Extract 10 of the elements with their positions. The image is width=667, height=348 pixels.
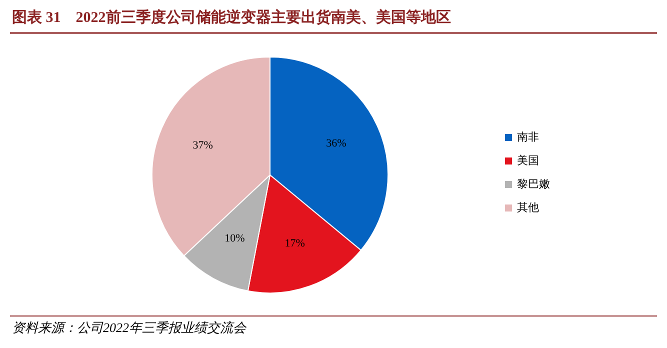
- data-label: 37%: [192, 139, 213, 152]
- text: 资料来源：公司2022年三季报业绩交流会: [12, 320, 247, 335]
- legend-label: 其他: [517, 201, 539, 214]
- legend-label: 南非: [517, 130, 539, 144]
- chart-title: 图表 31 2022前三季度公司储能逆变器主要出货南美、美国等地区: [12, 8, 451, 26]
- data-label: 36%: [326, 137, 346, 150]
- data-label: 10%: [224, 232, 245, 245]
- legend-label: 美国: [517, 154, 539, 168]
- data-label: 17%: [284, 237, 305, 250]
- legend-label: 黎巴嫩: [517, 178, 550, 191]
